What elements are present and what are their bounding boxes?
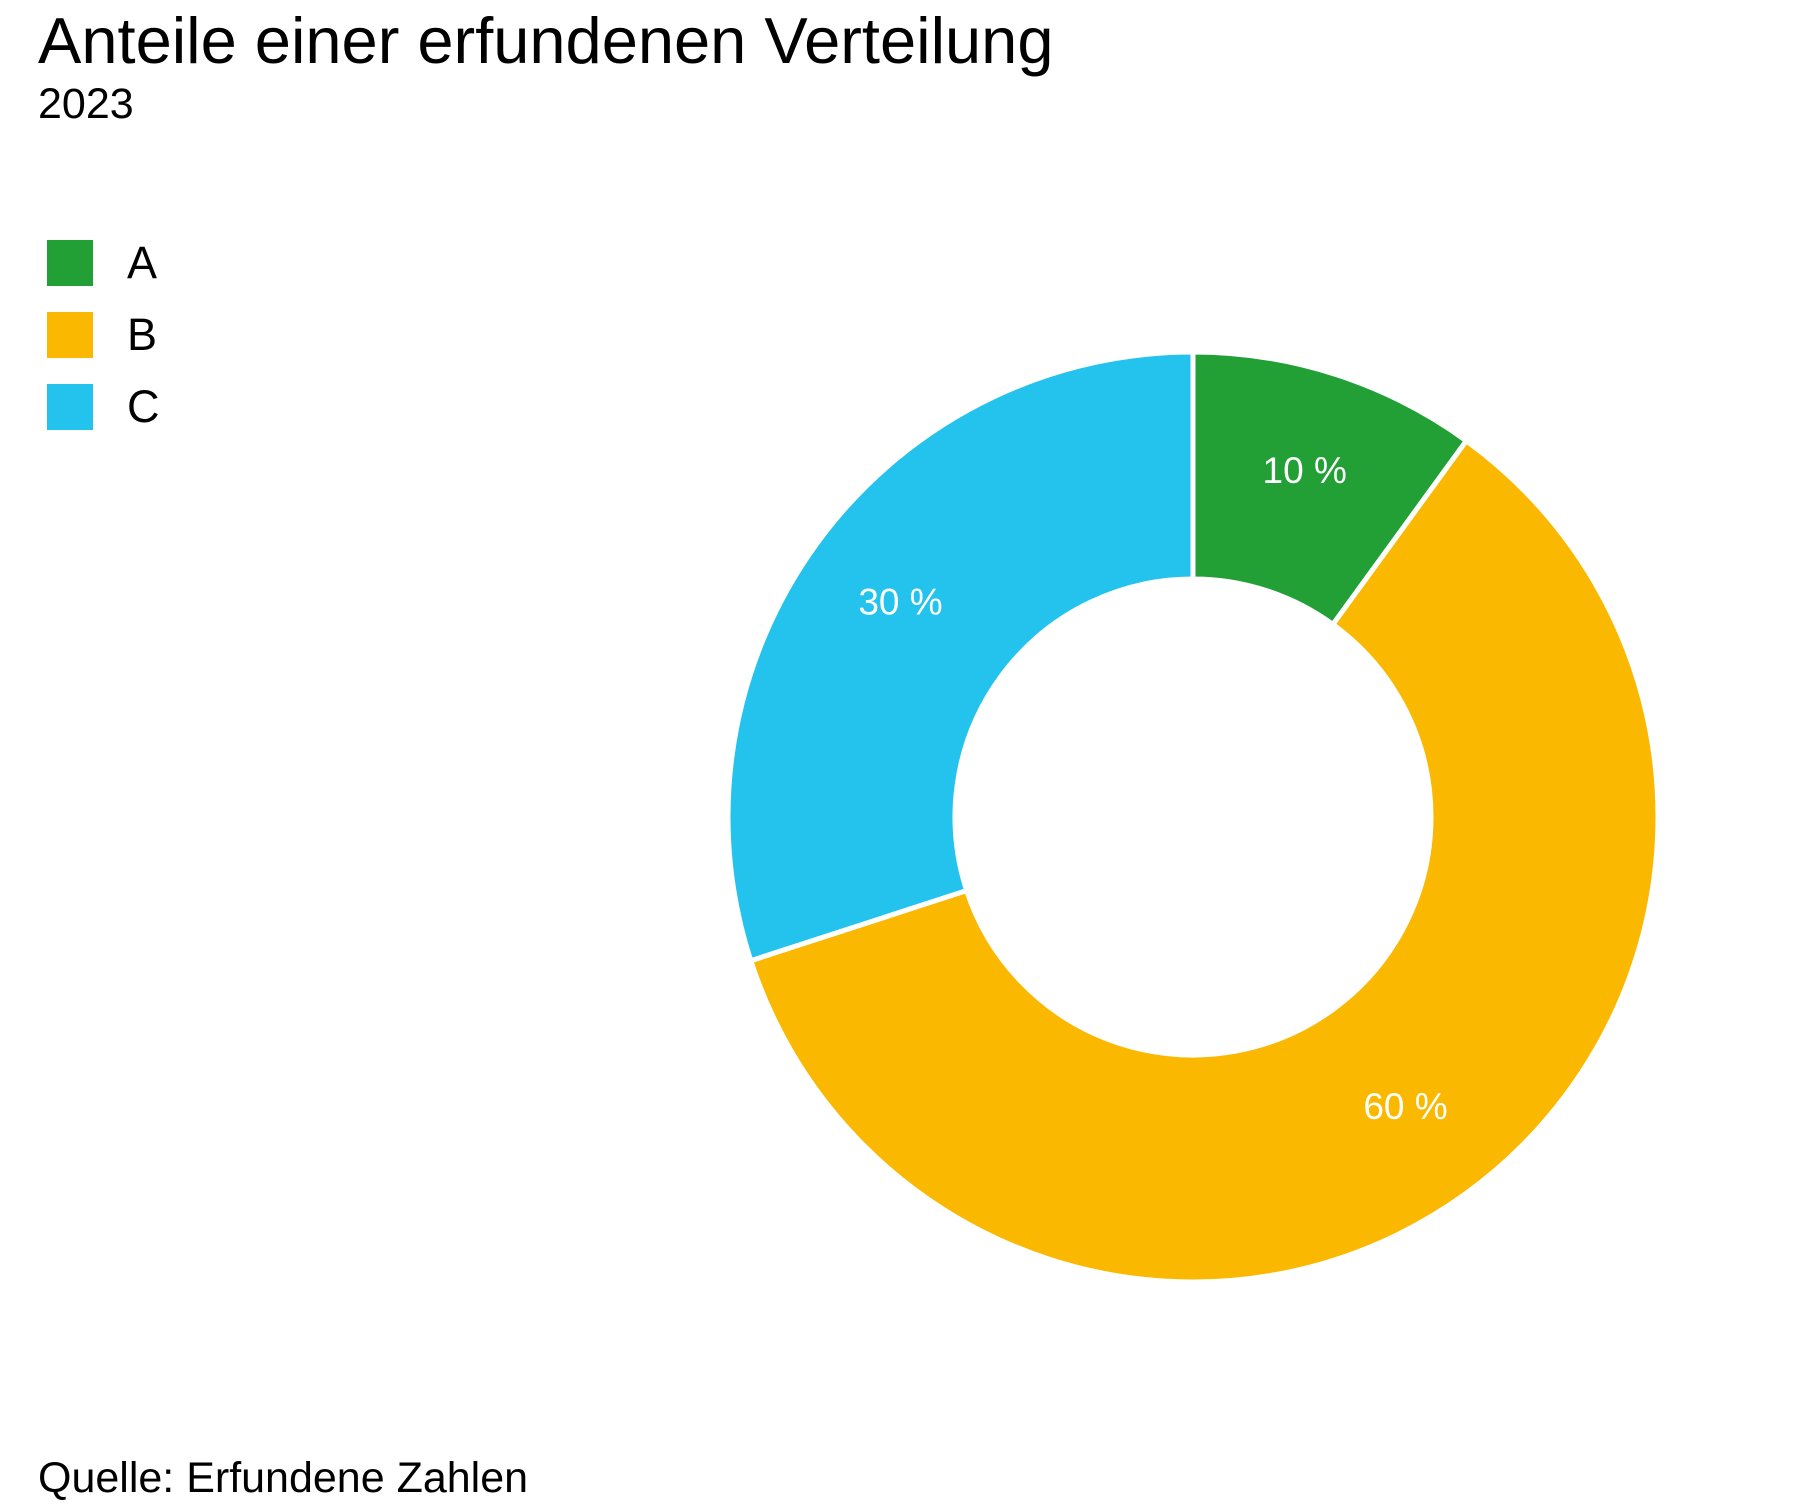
legend-label-a: A	[127, 237, 158, 288]
donut-slice-c	[725, 349, 1196, 964]
chart-title: Anteile einer erfundenen Verteilung	[38, 4, 1054, 77]
legend-label-c: C	[127, 381, 160, 432]
chart-caption: Quelle: Erfundene Zahlen	[38, 1454, 529, 1502]
data-label-a: 10 %	[1263, 450, 1347, 491]
legend-swatch-c	[47, 384, 93, 430]
donut-slices	[725, 349, 1661, 1285]
legend-swatch-b	[47, 312, 93, 358]
legend-label-b: B	[127, 309, 158, 360]
data-label-c: 30 %	[858, 581, 942, 622]
legend-swatch-a	[47, 240, 93, 286]
donut-slice-b	[747, 437, 1661, 1285]
donut-data-labels: 10 % 60 % 30 %	[858, 450, 1447, 1127]
donut-slice-a	[1190, 349, 1470, 628]
chart-subtitle: 2023	[38, 80, 134, 128]
data-label-b: 60 %	[1363, 1086, 1447, 1127]
